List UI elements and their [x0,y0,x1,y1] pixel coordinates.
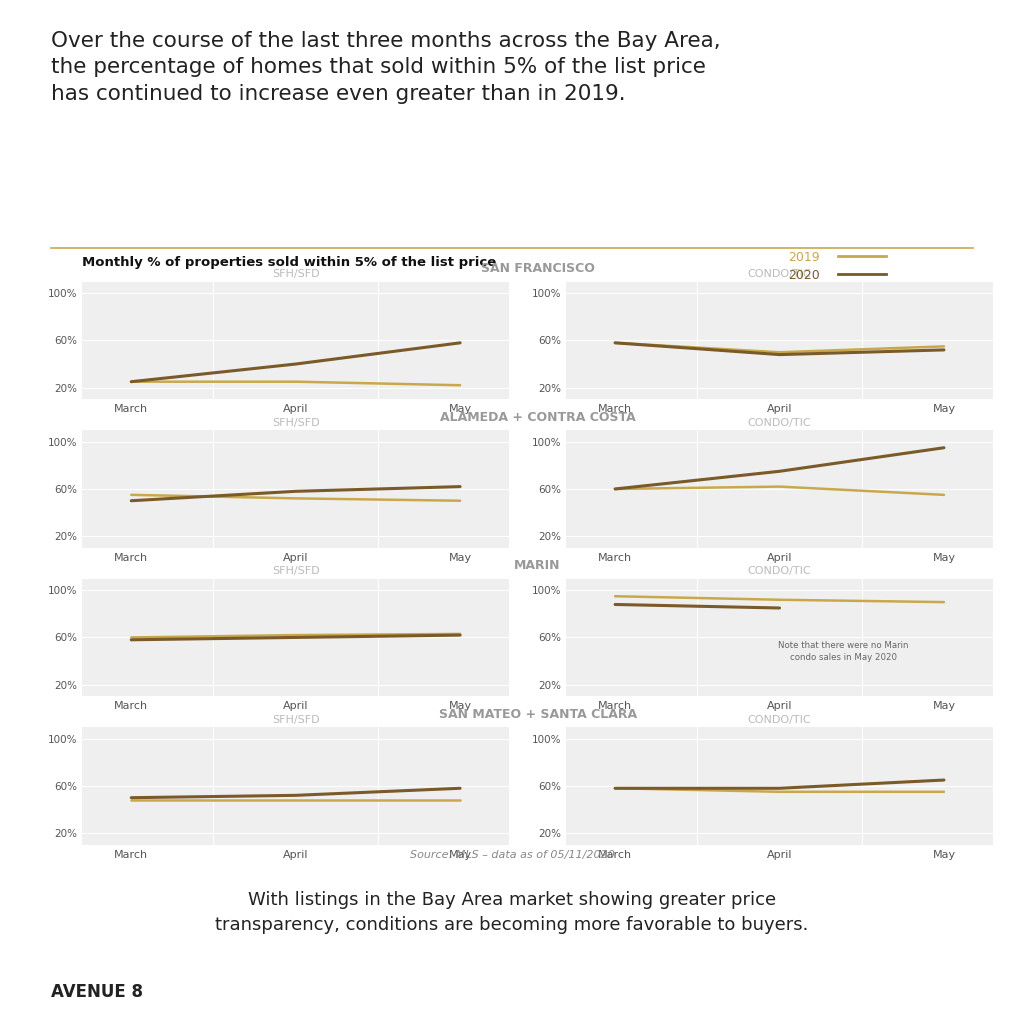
Text: ALAMEDA + CONTRA COSTA: ALAMEDA + CONTRA COSTA [439,411,636,424]
Text: 2020: 2020 [788,269,820,283]
Text: CONDO/TIC: CONDO/TIC [748,418,811,428]
Text: SAN MATEO + SANTA CLARA: SAN MATEO + SANTA CLARA [438,708,637,721]
Text: MARIN: MARIN [514,559,561,572]
Text: Over the course of the last three months across the Bay Area,
the percentage of : Over the course of the last three months… [51,31,721,103]
Text: 2019: 2019 [788,251,820,264]
Text: Source: MLS – data as of 05/11/2020: Source: MLS – data as of 05/11/2020 [410,850,614,860]
Text: CONDO/TIC: CONDO/TIC [748,566,811,577]
Text: SFH/SFD: SFH/SFD [271,269,319,280]
Text: CONDO/TIC: CONDO/TIC [748,269,811,280]
Text: CONDO/TIC: CONDO/TIC [748,715,811,725]
Text: SAN FRANCISCO: SAN FRANCISCO [480,262,595,275]
Text: SFH/SFD: SFH/SFD [271,418,319,428]
Text: With listings in the Bay Area market showing greater price
transparency, conditi: With listings in the Bay Area market sho… [215,891,809,934]
Text: AVENUE 8: AVENUE 8 [51,983,143,1001]
Text: SFH/SFD: SFH/SFD [271,715,319,725]
Text: Note that there were no Marin
condo sales in May 2020: Note that there were no Marin condo sale… [778,641,909,662]
Text: SFH/SFD: SFH/SFD [271,566,319,577]
Text: Monthly % of properties sold within 5% of the list price: Monthly % of properties sold within 5% o… [82,256,497,269]
